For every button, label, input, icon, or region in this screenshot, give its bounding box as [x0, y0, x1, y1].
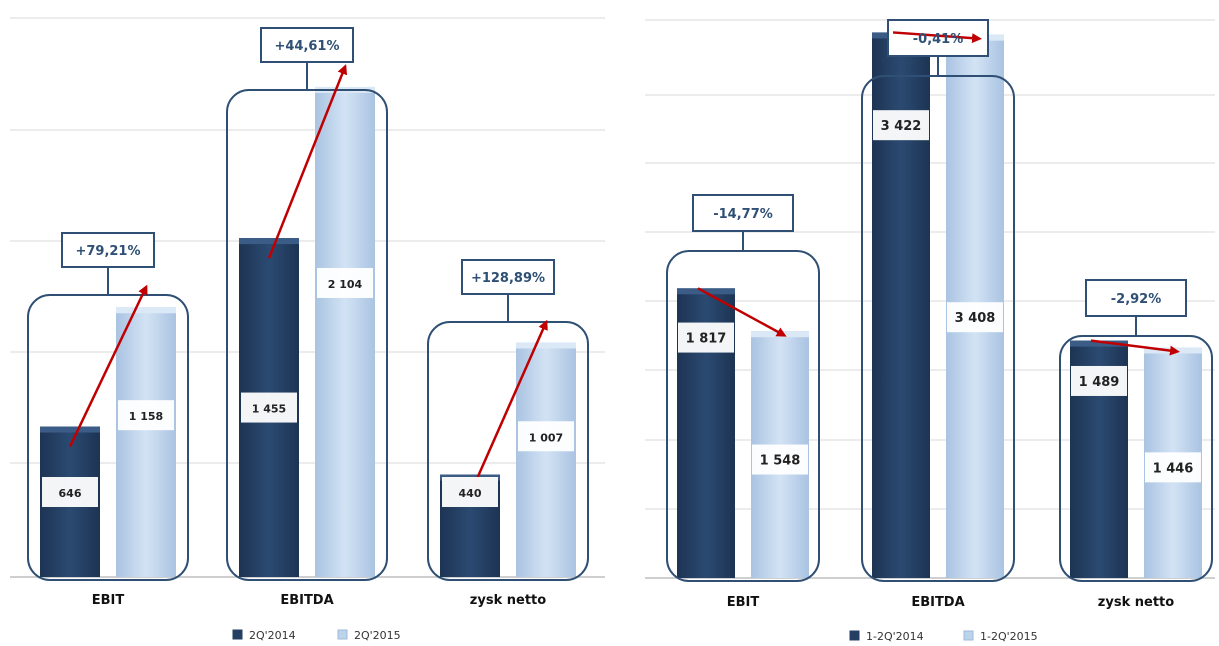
value-label-0-2-s0: 440	[459, 487, 482, 500]
value-tag-1-1-s0	[873, 110, 929, 141]
change-box-0-2	[461, 259, 555, 295]
category-label-0-0: EBIT	[92, 593, 125, 608]
value-label-1-0-s1: 1 548	[760, 454, 801, 469]
change-box-0-0	[61, 232, 155, 268]
change-box-1-0	[692, 194, 794, 232]
change-label-1-1: -0,41%	[913, 32, 964, 47]
legend-label-1-0: 1-2Q'2014	[866, 630, 924, 643]
change-label-0-2: +128,89%	[471, 271, 545, 286]
value-tag-0-0-s0	[42, 477, 98, 507]
value-tag-1-0-s0	[678, 322, 734, 353]
change-label-1-0: -14,77%	[713, 207, 773, 222]
value-tag-1-2-s0	[1071, 365, 1127, 396]
change-arrow-1-1	[892, 31, 982, 44]
bar-top-0-2-s1	[516, 342, 576, 349]
category-label-1-0: EBIT	[727, 595, 760, 610]
value-label-1-2-s1: 1 446	[1153, 461, 1194, 476]
legend-swatch-0-0	[232, 629, 243, 640]
value-label-1-1-s0: 3 422	[881, 119, 922, 134]
value-label-1-0-s0: 1 817	[686, 332, 727, 347]
value-label-0-1-s1: 2 104	[328, 278, 363, 291]
change-box-1-2	[1085, 279, 1187, 317]
value-tag-0-1-s0	[241, 392, 297, 423]
change-arrow-0-2	[468, 319, 548, 496]
category-label-1-1: EBITDA	[911, 595, 964, 610]
change-arrow-1-0	[697, 287, 787, 337]
bar-top-0-0-s1	[116, 307, 176, 314]
bar-0-1-s1	[315, 86, 375, 578]
change-arrow-0-0	[68, 284, 148, 448]
value-label-0-0-s0: 646	[59, 487, 82, 500]
value-tag-0-1-s1	[317, 267, 373, 298]
change-label-1-2: -2,92%	[1111, 292, 1162, 307]
change-label-0-0: +79,21%	[75, 244, 140, 259]
bar-top-1-2-s0	[1070, 340, 1128, 347]
value-label-1-1-s1: 3 408	[955, 311, 996, 326]
value-label-1-2-s0: 1 489	[1079, 375, 1120, 390]
bar-0-0-s1	[116, 307, 176, 577]
value-tag-0-2-s0	[442, 477, 498, 507]
legend-swatch-0-1	[337, 629, 348, 640]
value-tag-0-0-s1	[118, 400, 174, 431]
legend-label-1-1: 1-2Q'2015	[980, 630, 1038, 643]
category-label-1-2: zysk netto	[1098, 595, 1174, 610]
category-label-0-1: EBITDA	[280, 593, 333, 608]
change-arrow-1-2	[1090, 339, 1180, 356]
category-label-0-2: zysk netto	[470, 593, 546, 608]
value-label-0-2-s1: 1 007	[529, 431, 563, 444]
legend-swatch-1-0	[849, 630, 860, 641]
legend-label-0-0: 2Q'2014	[249, 629, 296, 642]
value-tag-1-2-s1	[1145, 452, 1201, 483]
legend-swatch-1-1	[963, 630, 974, 641]
value-label-0-1-s0: 1 455	[252, 403, 286, 416]
change-label-0-1: +44,61%	[274, 39, 339, 54]
bar-top-0-1-s0	[239, 238, 299, 245]
value-tag-0-2-s1	[518, 421, 574, 452]
legend-label-0-1: 2Q'2015	[354, 629, 401, 642]
value-label-0-0-s1: 1 158	[129, 410, 163, 423]
bar-0-2-s1	[516, 342, 576, 577]
change-box-0-1	[260, 27, 354, 63]
value-tag-1-1-s1	[947, 302, 1003, 333]
value-tag-1-0-s1	[752, 444, 808, 475]
change-arrow-0-1	[267, 64, 348, 259]
bar-top-0-0-s0	[40, 426, 100, 433]
